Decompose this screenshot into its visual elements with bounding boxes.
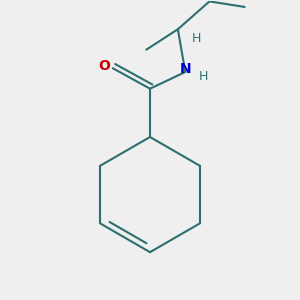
Text: H: H (198, 70, 208, 83)
Text: O: O (99, 59, 111, 73)
Text: H: H (192, 32, 201, 45)
Text: N: N (179, 62, 191, 76)
